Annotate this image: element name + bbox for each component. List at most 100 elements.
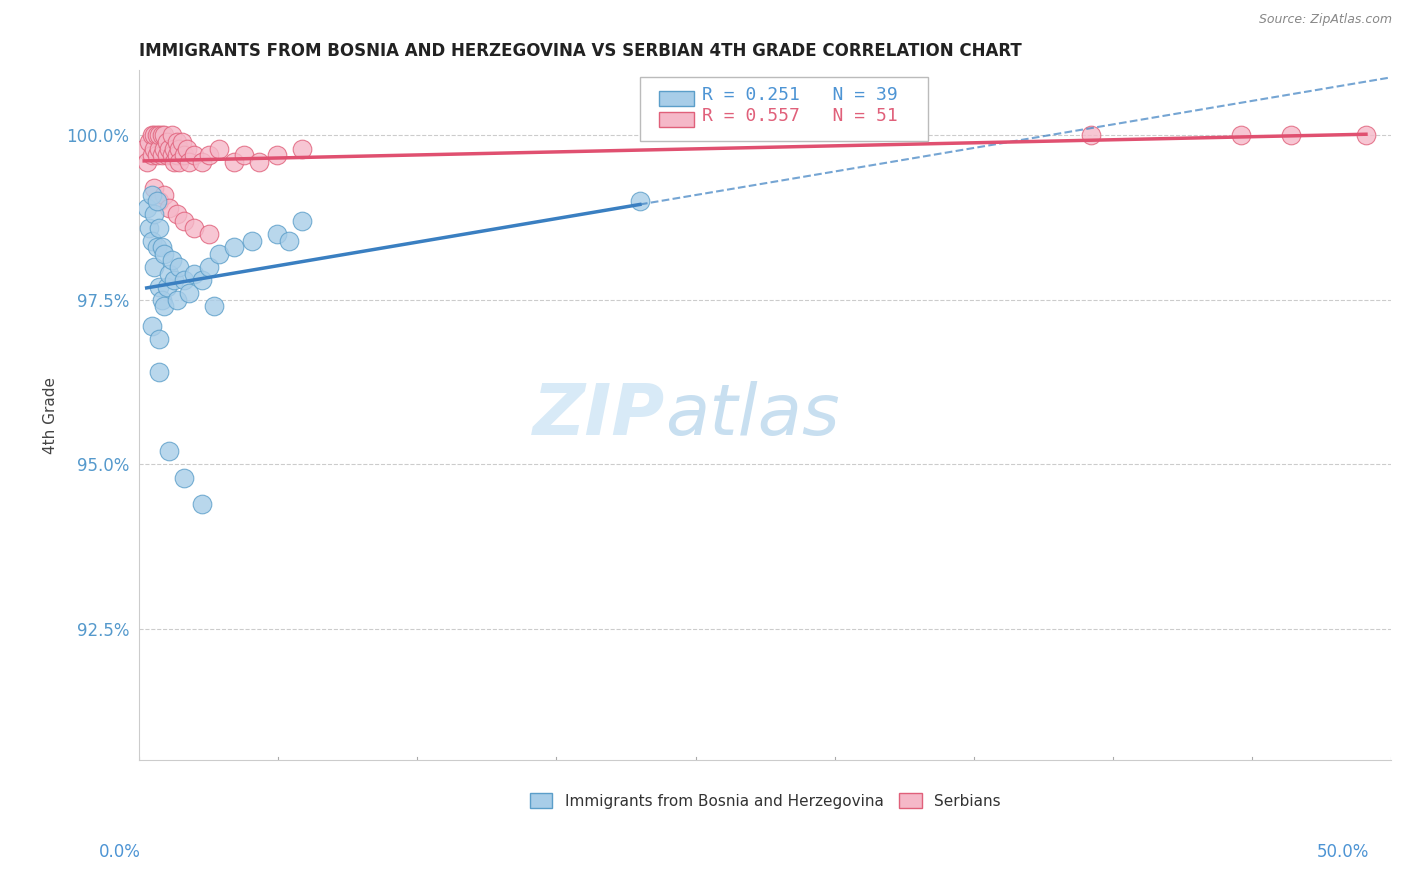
Point — [224, 240, 246, 254]
Point — [150, 240, 173, 254]
Point — [143, 260, 166, 274]
Point — [150, 148, 173, 162]
Point — [266, 148, 288, 162]
FancyBboxPatch shape — [658, 112, 693, 127]
Point — [183, 148, 205, 162]
Point — [179, 286, 201, 301]
Point — [138, 220, 160, 235]
Legend: Immigrants from Bosnia and Herzegovina, Serbians: Immigrants from Bosnia and Herzegovina, … — [523, 787, 1007, 815]
Point — [191, 273, 214, 287]
Text: Source: ZipAtlas.com: Source: ZipAtlas.com — [1258, 13, 1392, 27]
Text: R = 0.557   N = 51: R = 0.557 N = 51 — [703, 107, 898, 125]
Point — [179, 154, 201, 169]
Point — [145, 128, 167, 143]
Point — [143, 128, 166, 143]
Point — [208, 142, 231, 156]
Point — [148, 332, 170, 346]
Point — [134, 142, 156, 156]
Point — [166, 135, 188, 149]
Point — [224, 154, 246, 169]
Point — [291, 214, 314, 228]
Point — [141, 319, 163, 334]
Point — [208, 247, 231, 261]
Point — [1080, 128, 1102, 143]
Point — [135, 154, 157, 169]
Point — [148, 220, 170, 235]
Text: R = 0.251   N = 39: R = 0.251 N = 39 — [703, 87, 898, 104]
Point — [167, 260, 190, 274]
Point — [143, 142, 166, 156]
Point — [150, 293, 173, 307]
Point — [153, 300, 176, 314]
Point — [198, 227, 221, 241]
Point — [148, 194, 170, 209]
Point — [173, 148, 195, 162]
Point — [141, 128, 163, 143]
Point — [173, 214, 195, 228]
Point — [153, 187, 176, 202]
Point — [138, 135, 160, 149]
Point — [153, 142, 176, 156]
Point — [163, 142, 186, 156]
Point — [1355, 128, 1378, 143]
Point — [148, 365, 170, 379]
Point — [166, 148, 188, 162]
Point — [1229, 128, 1251, 143]
Point — [153, 247, 176, 261]
Point — [148, 128, 170, 143]
Point — [247, 154, 270, 169]
Text: 0.0%: 0.0% — [98, 843, 141, 861]
Point — [141, 148, 163, 162]
Point — [135, 201, 157, 215]
Point — [145, 148, 167, 162]
Point — [157, 267, 180, 281]
Point — [1279, 128, 1302, 143]
Point — [198, 260, 221, 274]
Point — [143, 181, 166, 195]
Point — [160, 253, 183, 268]
Point — [233, 148, 256, 162]
Text: ZIP: ZIP — [533, 381, 665, 450]
Point — [191, 154, 214, 169]
Text: 50.0%: 50.0% — [1316, 843, 1369, 861]
Point — [163, 154, 186, 169]
Y-axis label: 4th Grade: 4th Grade — [44, 376, 58, 453]
Point — [202, 300, 225, 314]
Point — [183, 220, 205, 235]
Point — [240, 234, 263, 248]
Point — [173, 273, 195, 287]
Point — [163, 273, 186, 287]
Point — [160, 128, 183, 143]
Point — [278, 234, 301, 248]
Point — [156, 279, 179, 293]
Point — [153, 128, 176, 143]
Point — [157, 444, 180, 458]
Point — [176, 142, 198, 156]
Point — [191, 497, 214, 511]
Point — [141, 234, 163, 248]
Point — [156, 135, 179, 149]
Point — [166, 293, 188, 307]
Point — [183, 267, 205, 281]
Point — [166, 207, 188, 221]
Point — [150, 128, 173, 143]
FancyBboxPatch shape — [658, 91, 693, 106]
Point — [148, 142, 170, 156]
Point — [628, 194, 651, 209]
Text: atlas: atlas — [665, 381, 839, 450]
Point — [170, 135, 193, 149]
Point — [141, 187, 163, 202]
Point — [145, 194, 167, 209]
FancyBboxPatch shape — [640, 78, 928, 141]
Point — [157, 201, 180, 215]
Point — [148, 279, 170, 293]
Point — [157, 142, 180, 156]
Point — [266, 227, 288, 241]
Point — [173, 470, 195, 484]
Point — [160, 148, 183, 162]
Point — [145, 240, 167, 254]
Text: IMMIGRANTS FROM BOSNIA AND HERZEGOVINA VS SERBIAN 4TH GRADE CORRELATION CHART: IMMIGRANTS FROM BOSNIA AND HERZEGOVINA V… — [139, 42, 1022, 60]
Point — [167, 154, 190, 169]
Point — [143, 207, 166, 221]
Point — [156, 148, 179, 162]
